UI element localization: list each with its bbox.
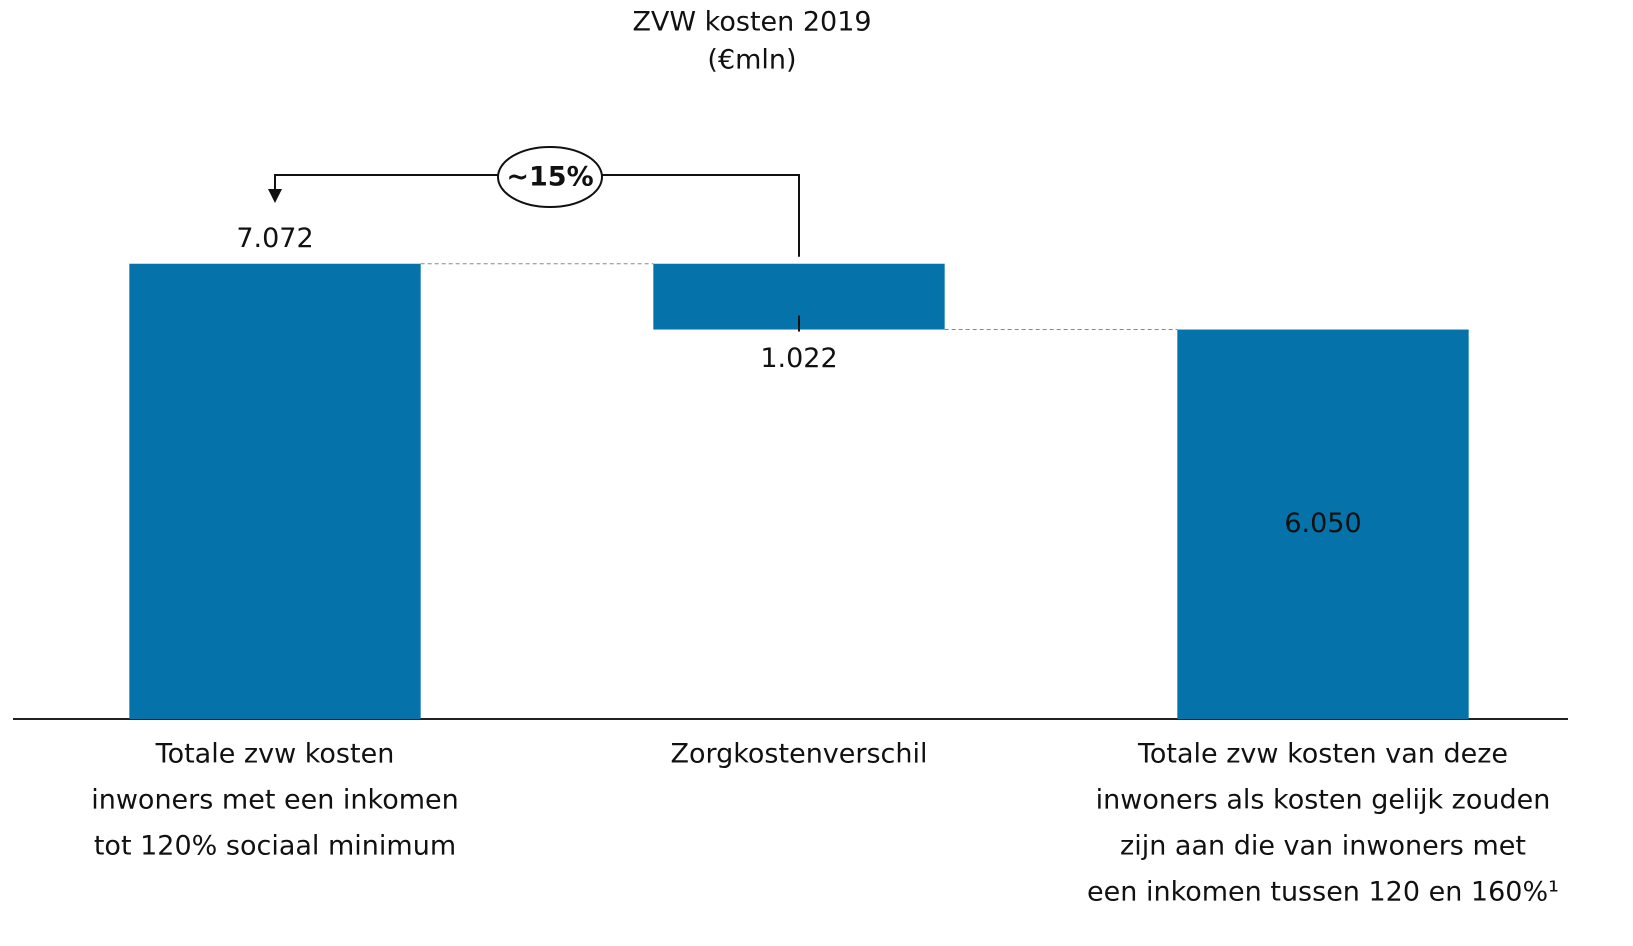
bar — [129, 263, 421, 719]
value-label: 6.050 — [1284, 508, 1361, 539]
x-tick-label: een inkomen tussen 120 en 160%¹ — [1087, 877, 1559, 908]
bar — [1177, 329, 1469, 719]
x-tick-label: Totale zvw kosten — [155, 739, 395, 770]
value-label: 1.022 — [760, 343, 837, 374]
x-tick-label: tot 120% sociaal minimum — [94, 831, 456, 862]
annotation: ~15% — [506, 162, 593, 193]
x-tick-label: Totale zvw kosten van deze — [1137, 739, 1508, 770]
annotation-bubble — [497, 146, 603, 208]
chart-title: ZVW kosten 2019 — [632, 7, 871, 38]
chart-subtitle: (€mln) — [707, 45, 796, 76]
value-label: 7.072 — [236, 223, 313, 254]
x-tick-label: Zorgkostenverschil — [670, 739, 927, 770]
x-tick-label: inwoners als kosten gelijk zouden — [1096, 785, 1551, 816]
arrow-head — [268, 189, 282, 203]
x-tick-label: inwoners met een inkomen — [91, 785, 459, 816]
x-tick-label: zijn aan die van inwoners met — [1120, 831, 1526, 862]
